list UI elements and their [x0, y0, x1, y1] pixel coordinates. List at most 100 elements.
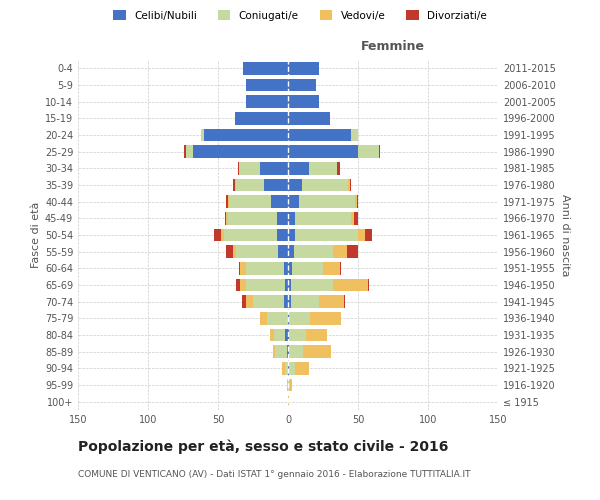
Bar	[368, 279, 369, 291]
Bar	[344, 296, 346, 308]
Bar	[347, 246, 358, 258]
Bar	[186, 146, 193, 158]
Bar	[288, 379, 289, 391]
Bar	[278, 246, 288, 258]
Bar	[283, 362, 285, 374]
Bar	[284, 296, 288, 308]
Bar	[288, 396, 289, 408]
Bar	[379, 146, 380, 158]
Bar	[356, 196, 358, 208]
Bar	[228, 212, 277, 224]
Bar	[239, 162, 260, 174]
Bar	[288, 246, 293, 258]
Bar	[235, 112, 288, 124]
Bar	[289, 312, 310, 324]
Bar	[295, 362, 309, 374]
Bar	[236, 246, 278, 258]
Bar	[236, 179, 264, 192]
Bar	[246, 79, 288, 92]
Bar	[246, 296, 253, 308]
Bar	[289, 362, 295, 374]
Bar	[319, 296, 344, 308]
Bar	[226, 196, 228, 208]
Bar	[264, 179, 288, 192]
Bar	[333, 279, 368, 291]
Bar	[358, 229, 365, 241]
Bar	[288, 79, 316, 92]
Bar	[239, 262, 241, 274]
Bar	[288, 329, 289, 341]
Bar	[288, 129, 351, 141]
Bar	[310, 312, 341, 324]
Bar	[333, 246, 347, 258]
Bar	[246, 96, 288, 108]
Bar	[288, 179, 302, 192]
Bar	[348, 179, 350, 192]
Bar	[288, 229, 295, 241]
Bar	[289, 346, 304, 358]
Bar	[340, 262, 341, 274]
Bar	[226, 246, 233, 258]
Bar	[184, 146, 186, 158]
Bar	[365, 229, 372, 241]
Bar	[225, 212, 226, 224]
Text: Popolazione per età, sesso e stato civile - 2016: Popolazione per età, sesso e stato civil…	[78, 440, 448, 454]
Bar	[287, 379, 288, 391]
Bar	[288, 312, 289, 324]
Bar	[299, 196, 355, 208]
Bar	[271, 196, 288, 208]
Bar	[260, 312, 267, 324]
Bar	[304, 346, 331, 358]
Bar	[221, 229, 224, 241]
Bar	[351, 129, 358, 141]
Bar	[214, 229, 221, 241]
Bar	[288, 362, 289, 374]
Bar	[233, 179, 235, 192]
Bar	[288, 112, 330, 124]
Bar	[288, 196, 299, 208]
Bar	[238, 162, 239, 174]
Bar	[354, 212, 358, 224]
Bar	[288, 262, 292, 274]
Bar	[284, 262, 288, 274]
Bar	[235, 179, 236, 192]
Legend: Celibi/Nubili, Coniugati/e, Vedovi/e, Divorziati/e: Celibi/Nubili, Coniugati/e, Vedovi/e, Di…	[108, 5, 492, 26]
Bar	[288, 346, 289, 358]
Bar	[204, 129, 288, 141]
Bar	[285, 329, 288, 341]
Bar	[193, 146, 288, 158]
Bar	[277, 212, 288, 224]
Bar	[289, 329, 306, 341]
Bar	[242, 296, 246, 308]
Bar	[260, 162, 288, 174]
Bar	[337, 162, 340, 174]
Y-axis label: Anni di nascita: Anni di nascita	[560, 194, 569, 276]
Bar	[201, 129, 204, 141]
Bar	[292, 262, 323, 274]
Bar	[288, 296, 291, 308]
Bar	[224, 229, 277, 241]
Bar	[288, 96, 319, 108]
Bar	[295, 212, 351, 224]
Bar	[289, 379, 292, 391]
Bar	[233, 246, 236, 258]
Bar	[288, 279, 291, 291]
Bar	[246, 262, 284, 274]
Bar	[306, 329, 327, 341]
Bar	[351, 212, 354, 224]
Bar	[267, 312, 288, 324]
Bar	[358, 146, 379, 158]
Bar	[226, 212, 228, 224]
Bar	[302, 179, 348, 192]
Bar	[288, 146, 358, 158]
Bar	[241, 262, 246, 274]
Bar	[323, 262, 340, 274]
Bar	[277, 229, 288, 241]
Bar	[288, 62, 319, 74]
Bar	[295, 229, 358, 241]
Bar	[350, 179, 351, 192]
Bar	[274, 329, 285, 341]
Bar	[291, 296, 319, 308]
Bar	[228, 196, 229, 208]
Bar	[270, 329, 274, 341]
